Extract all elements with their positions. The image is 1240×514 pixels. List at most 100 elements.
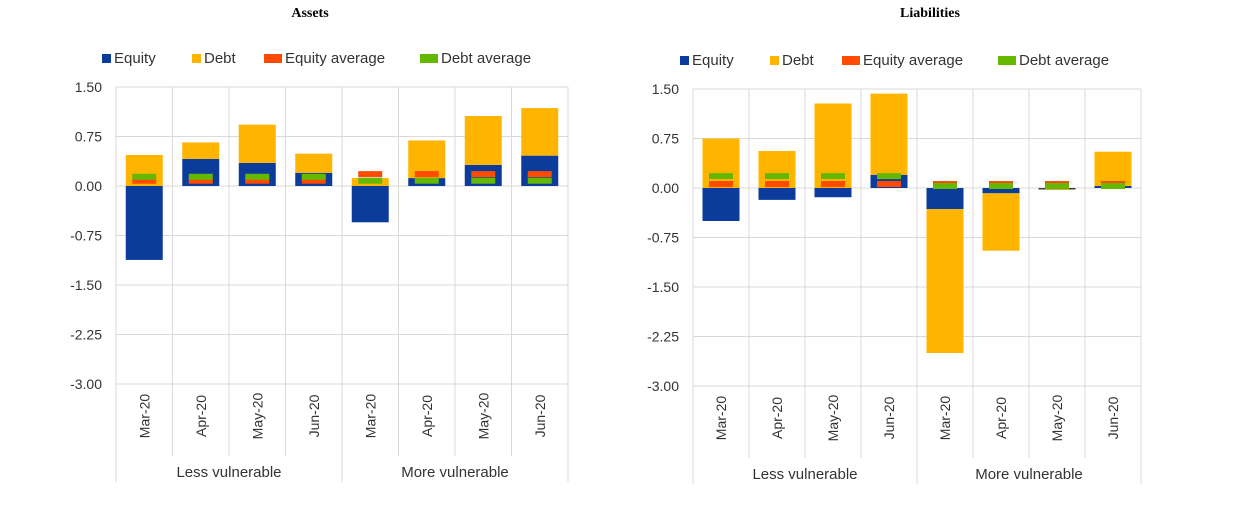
x-tick-label: Mar-20	[136, 394, 152, 439]
y-tick-label: 1.50	[75, 79, 102, 95]
marker-equity-average	[527, 171, 552, 178]
assets-panel: Assets Equity Debt Equity average Debt aver…	[70, 6, 569, 482]
bar-equity	[982, 188, 1020, 194]
marker-equity-average	[821, 181, 845, 188]
x-tick-label: Jun-20	[881, 396, 897, 439]
marker-debt-average	[132, 173, 157, 180]
marker-debt-average	[414, 177, 439, 184]
marker-equity-average	[245, 177, 270, 184]
marker-debt-average	[877, 173, 901, 180]
bar-debt	[926, 209, 964, 353]
bar-debt	[464, 116, 502, 165]
marker-debt-average	[1101, 183, 1125, 190]
x-tick-label: Apr-20	[993, 397, 1009, 439]
group-label: Less vulnerable	[752, 466, 857, 483]
y-tick-label: -2.25	[70, 327, 102, 343]
bar-equity	[814, 188, 852, 198]
y-tick-label: 0.00	[75, 178, 102, 194]
bar-debt	[521, 108, 559, 156]
marker-equity-average	[358, 171, 383, 178]
bar-debt	[182, 142, 220, 159]
legend-swatch	[680, 56, 689, 65]
bar-debt	[295, 153, 333, 173]
group-label: More vulnerable	[975, 466, 1083, 483]
x-tick-label: May-20	[249, 392, 265, 439]
bar-debt	[1038, 189, 1076, 190]
y-tick-label: 1.50	[652, 81, 679, 97]
legend-swatch	[842, 56, 860, 65]
marker-debt-average	[709, 173, 733, 180]
liabilities-panel: Liabilities Equity Debt Equity average Debt…	[620, 0, 1240, 514]
assets-chart-title: Assets	[291, 6, 329, 21]
legend-label: Debt average	[441, 50, 531, 67]
legend-label: Equity	[114, 50, 156, 67]
bar-debt	[702, 138, 740, 188]
liabilities-chart: Equity Debt Equity average Debt average 1.50…	[647, 52, 1142, 484]
x-tick-label: May-20	[475, 392, 491, 439]
bar-debt	[238, 124, 276, 163]
group-label: Less vulnerable	[176, 464, 281, 481]
x-tick-label: Apr-20	[193, 395, 209, 437]
legend-swatch	[998, 56, 1016, 65]
marker-debt-average	[245, 173, 270, 180]
y-tick-label: -3.00	[70, 376, 102, 392]
legend-swatch	[420, 54, 438, 63]
bar-equity	[758, 188, 796, 200]
x-tick-label: May-20	[825, 394, 841, 441]
legend-label: Equity average	[863, 52, 963, 69]
legend-swatch	[192, 54, 201, 63]
marker-debt-average	[358, 177, 383, 184]
legend-label: Debt	[782, 52, 815, 69]
legend-swatch	[264, 54, 282, 63]
marker-equity-average	[709, 181, 733, 188]
marker-equity-average	[132, 177, 157, 184]
x-tick-label: Jun-20	[532, 394, 548, 437]
marker-debt-average	[765, 173, 789, 180]
x-tick-label: Apr-20	[769, 397, 785, 439]
y-tick-label: -0.75	[647, 230, 679, 246]
marker-debt-average	[933, 183, 957, 190]
marker-debt-average	[188, 173, 213, 180]
y-tick-label: 0.75	[75, 129, 102, 145]
marker-debt-average	[1045, 183, 1069, 190]
legend-label: Equity	[692, 52, 734, 69]
y-tick-label: -2.25	[647, 329, 679, 345]
marker-equity-average	[877, 181, 901, 188]
x-tick-label: Mar-20	[713, 396, 729, 441]
marker-debt-average	[821, 173, 845, 180]
y-tick-label: 0.00	[652, 180, 679, 196]
bar-equity	[702, 188, 740, 221]
assets-chart: Equity Debt Equity average Debt average 1.50…	[70, 50, 569, 482]
x-tick-label: Mar-20	[937, 396, 953, 441]
legend-swatch	[770, 56, 779, 65]
marker-equity-average	[188, 177, 213, 184]
bar-debt	[982, 193, 1020, 251]
x-tick-label: May-20	[1049, 394, 1065, 441]
bar-equity	[351, 186, 389, 223]
x-tick-label: Mar-20	[362, 394, 378, 439]
legend-label: Debt	[204, 50, 237, 67]
x-tick-label: Jun-20	[1105, 396, 1121, 439]
group-label: More vulnerable	[401, 464, 509, 481]
y-tick-label: -0.75	[70, 228, 102, 244]
bar-debt	[1094, 151, 1132, 187]
y-tick-label: -1.50	[70, 277, 102, 293]
x-tick-label: Jun-20	[306, 394, 322, 437]
bar-debt	[870, 93, 908, 175]
marker-equity-average	[414, 171, 439, 178]
marker-debt-average	[471, 177, 496, 184]
marker-debt-average	[301, 173, 326, 180]
marker-equity-average	[301, 177, 326, 184]
marker-equity-average	[471, 171, 496, 178]
marker-equity-average	[765, 181, 789, 188]
liabilities-chart-title: Liabilities	[900, 6, 960, 21]
legend-label: Debt average	[1019, 52, 1109, 69]
legend-swatch	[102, 54, 111, 63]
y-tick-label: -1.50	[647, 279, 679, 295]
legend-label: Equity average	[285, 50, 385, 67]
marker-debt-average	[527, 177, 552, 184]
x-tick-label: Apr-20	[419, 395, 435, 437]
bar-equity	[926, 188, 964, 210]
y-tick-label: -3.00	[647, 378, 679, 394]
marker-debt-average	[989, 183, 1013, 190]
